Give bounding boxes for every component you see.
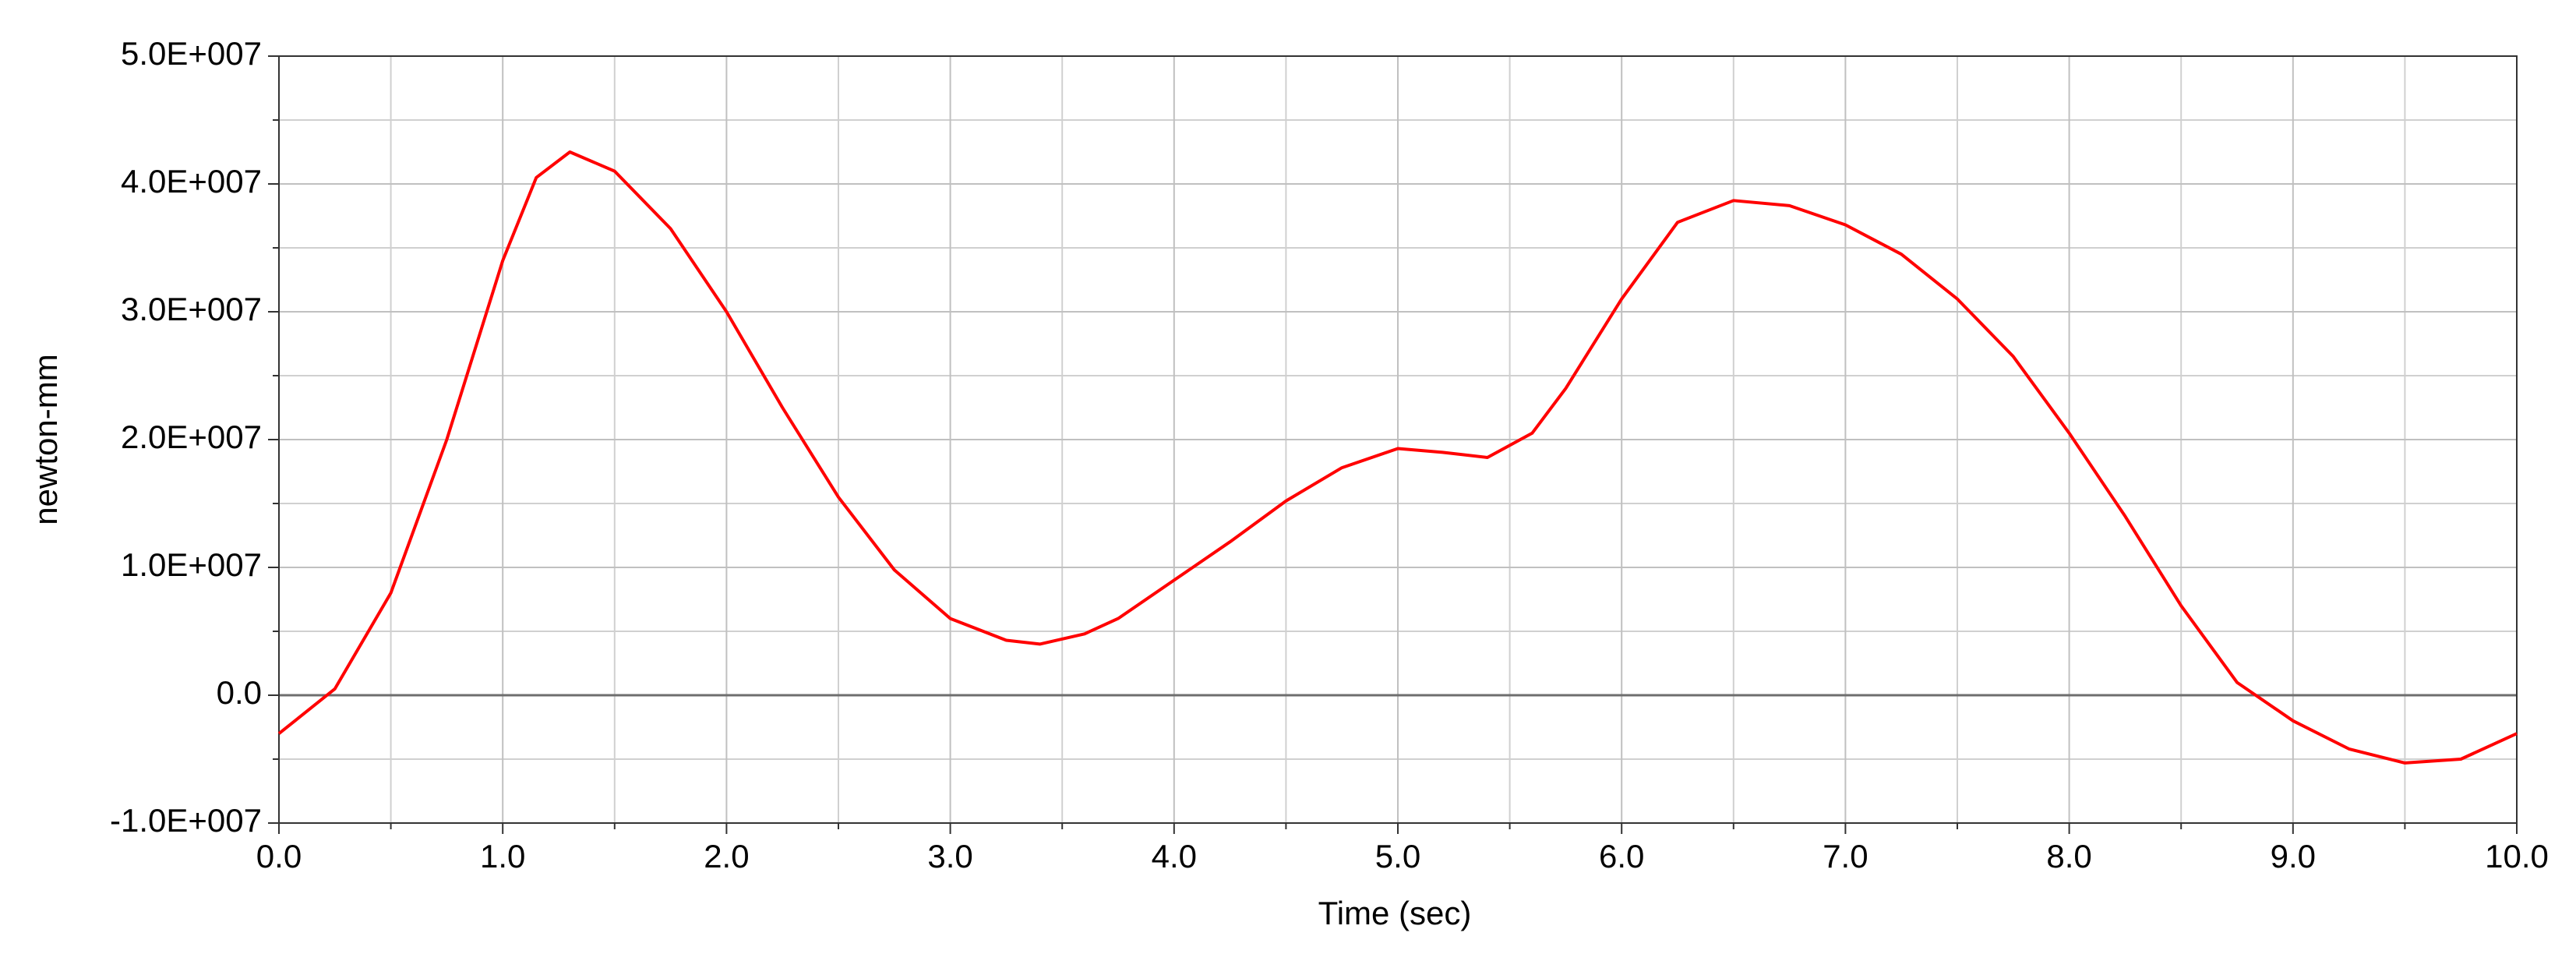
x-tick-label: 7.0	[1823, 838, 1868, 874]
y-axis-label: newton-mm	[27, 354, 64, 525]
x-tick-label: 10.0	[2485, 838, 2549, 874]
x-tick-label: 6.0	[1599, 838, 1644, 874]
y-tick-label: 5.0E+007	[121, 35, 262, 72]
y-tick-label: 1.0E+007	[121, 546, 262, 583]
plot-frame	[278, 55, 2518, 824]
x-tick-label: 5.0	[1375, 838, 1420, 874]
data-line	[277, 150, 2518, 765]
x-tick-label: 2.0	[704, 838, 749, 874]
y-tick-label: 0.0	[217, 674, 262, 711]
y-tick-label: 3.0E+007	[121, 291, 262, 327]
x-tick-label: 1.0	[480, 838, 525, 874]
x-tick-label: 8.0	[2046, 838, 2091, 874]
x-tick-label: 9.0	[2271, 838, 2316, 874]
x-axis-label: Time (sec)	[1318, 895, 1472, 931]
x-tick-label: 0.0	[256, 838, 302, 874]
x-tick-label: 4.0	[1152, 838, 1197, 874]
y-tick-label: 2.0E+007	[121, 419, 262, 455]
y-tick-label: 4.0E+007	[121, 163, 262, 200]
y-tick-label: -1.0E+007	[110, 802, 262, 839]
x-tick-label: 3.0	[927, 838, 972, 874]
